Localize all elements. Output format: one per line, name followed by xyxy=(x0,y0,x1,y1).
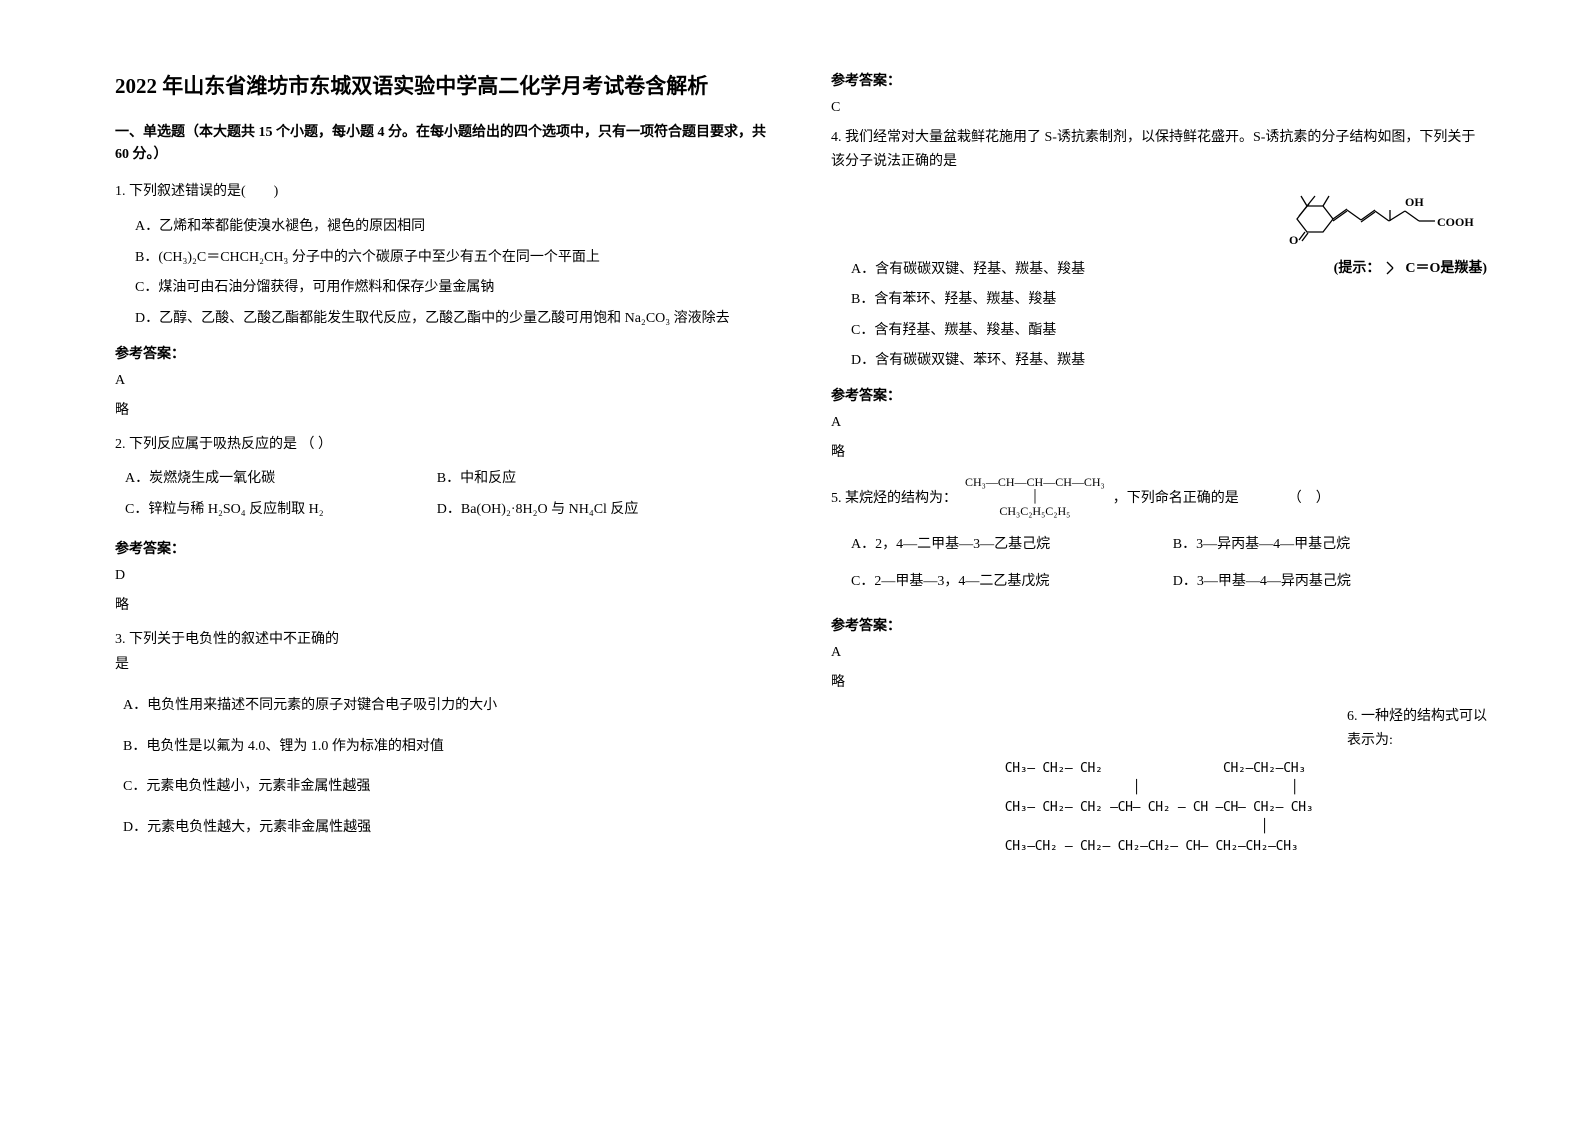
q4-answer-label: 参考答案： xyxy=(831,385,1487,405)
q5-stem-pre: 5. 某烷烃的结构为： xyxy=(831,487,957,507)
q5-stem-post: ，下列命名正确的是 （ ） xyxy=(1113,487,1330,507)
q5-answer-label: 参考答案： xyxy=(831,615,1487,635)
page-title: 2022 年山东省潍坊市东城双语实验中学高二化学月考试卷含解析 xyxy=(115,70,771,104)
q4-hint: (提示： C＝O是羰基) xyxy=(1334,257,1487,278)
q5-opt-b: B．3—异丙基—4—甲基己烷 xyxy=(1153,532,1475,559)
q2-stem: 2. 下列反应属于吸热反应的是 （ ） xyxy=(115,433,771,457)
q4-brief: 略 xyxy=(831,441,1487,461)
q1-answer-label: 参考答案： xyxy=(115,343,771,363)
q3-answer-label: 参考答案： xyxy=(831,70,1487,90)
q4-cooh-label: COOH xyxy=(1437,215,1474,229)
q2-brief: 略 xyxy=(115,594,771,614)
section-intro: 一、单选题（本大题共 15 个小题，每小题 4 分。在每小题给出的四个选项中，只… xyxy=(115,122,771,167)
q2-answer-label: 参考答案： xyxy=(115,538,771,558)
q3-opt-a: A．电负性用来描述不同元素的原子对键合电子吸引力的大小 xyxy=(115,693,771,720)
q5-structure: CH₃—CH—CH—CH—CH₃ │ CH₃C₂H₅C₂H₅ xyxy=(965,475,1105,518)
q4-hint-text: C＝O是羰基) xyxy=(1405,261,1487,276)
q1-opt-b: B．(CH₃)₂C＝CHCH₂CH₃ 分子中的六个碳原子中至少有五个在同一个平面… xyxy=(115,245,771,272)
q6-row-a-right: CH₂—CH₂—CH₃ xyxy=(1223,761,1306,776)
q3-answer: C xyxy=(831,100,1487,116)
q3-opt-c: C．元素电负性越小，元素非金属性越强 xyxy=(115,774,771,801)
q6-row-a-left: CH₃— CH₂— CH₂ xyxy=(1005,761,1103,776)
q6-row-c: CH₃—CH₂ — CH₂— CH₂—CH₂— CH— CH₂—CH₂—CH₃ xyxy=(1005,839,1299,854)
q4-hint-carbonyl-icon xyxy=(1384,259,1402,277)
q4-opt-d: D．含有碳碳双键、苯环、羟基、羰基 xyxy=(831,348,1487,375)
q4-answer: A xyxy=(831,415,1487,431)
q1-opt-d: D．乙醇、乙酸、乙酸乙酯都能发生取代反应，乙酸乙酯中的少量乙酸可用饱和 Na₂C… xyxy=(115,306,771,333)
q3-opt-d: D．元素电负性越大，元素非金属性越强 xyxy=(115,815,771,842)
q5-opt-c: C．2—甲基—3，4—二乙基戊烷 xyxy=(831,569,1153,596)
q1-opt-c: C．煤油可由石油分馏获得，可用作燃料和保存少量金属钠 xyxy=(115,275,771,302)
q4-hint-label: (提示： xyxy=(1334,261,1381,276)
q3-stem-a: 3. 下列关于电负性的叙述中不正确的 xyxy=(115,628,771,652)
q4-opt-a: A．含有碳碳双键、羟基、羰基、羧基 xyxy=(831,257,1334,284)
q4-opt-b: B．含有苯环、羟基、羰基、羧基 xyxy=(831,287,1487,314)
q4-stem: 4. 我们经常对大量盆栽鲜花施用了 S-诱抗素制剂，以保持鲜花盛开。S-诱抗素的… xyxy=(831,126,1487,174)
q5-structure-bot: CH₃C₂H₅C₂H₅ xyxy=(999,504,1070,518)
q6-structure: CH₃— CH₂— CH₂ CH₂—CH₂—CH₃ │ │ CH₃— CH₂— … xyxy=(1005,759,1314,857)
q1-opt-a: A．乙烯和苯都能使溴水褪色，褪色的原因相同 xyxy=(115,214,771,241)
q5-opt-a: A．2，4—二甲基—3—乙基己烷 xyxy=(831,532,1153,559)
q5-brief: 略 xyxy=(831,671,1487,691)
q2-answer: D xyxy=(115,568,771,584)
q3-stem-b: 是 xyxy=(115,653,771,677)
q2-opt-c: C．锌粒与稀 H₂SO₄ 反应制取 H₂ xyxy=(115,497,427,524)
q2-opt-a: A．炭燃烧生成一氧化碳 xyxy=(115,466,427,493)
q1-answer: A xyxy=(115,373,771,389)
q4-molecule-diagram: O OH COOH xyxy=(1287,184,1487,244)
q2-opt-d: D．Ba(OH)₂·8H₂O 与 NH₄Cl 反应 xyxy=(427,497,739,524)
q5-answer: A xyxy=(831,645,1487,661)
q6-stem: 6. 一种烃的结构式可以表示为: xyxy=(1347,705,1487,753)
q1-stem: 1. 下列叙述错误的是( ) xyxy=(115,180,771,204)
q1-brief: 略 xyxy=(115,399,771,419)
q4-oh-label: OH xyxy=(1405,195,1424,209)
q5-structure-top: CH₃—CH—CH—CH—CH₃ xyxy=(965,475,1105,489)
q5-opt-d: D．3—甲基—4—异丙基己烷 xyxy=(1153,569,1475,596)
q2-opt-b: B．中和反应 xyxy=(427,466,739,493)
q6-row-b: CH₃— CH₂— CH₂ —CH— CH₂ — CH —CH— CH₂— CH… xyxy=(1005,800,1314,815)
q4-o-label: O xyxy=(1289,233,1298,244)
q4-opt-c: C．含有羟基、羰基、羧基、酯基 xyxy=(831,318,1487,345)
q3-opt-b: B．电负性是以氟为 4.0、锂为 1.0 作为标准的相对值 xyxy=(115,734,771,761)
